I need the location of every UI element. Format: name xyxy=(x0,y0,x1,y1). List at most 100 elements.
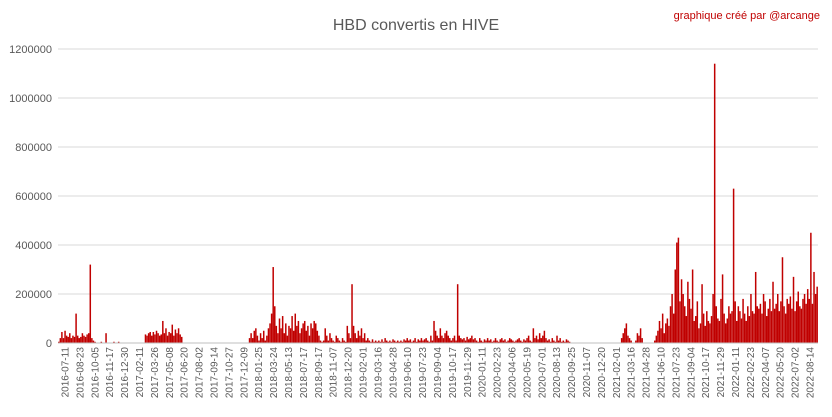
x-tick-label: 2022-04-07 xyxy=(761,347,772,399)
bar xyxy=(389,340,391,343)
bar xyxy=(415,341,418,343)
bar xyxy=(248,338,251,343)
bar xyxy=(501,338,503,343)
bar xyxy=(86,334,88,343)
bar xyxy=(78,338,80,343)
bar xyxy=(305,330,308,343)
bar xyxy=(537,339,539,343)
bar xyxy=(729,313,732,343)
bar xyxy=(674,269,677,343)
bar xyxy=(699,323,702,343)
x-tick-label: 2018-09-17 xyxy=(314,347,325,399)
x-tick-label: 2021-11-29 xyxy=(716,347,727,398)
bar xyxy=(340,341,342,343)
bar xyxy=(486,338,489,343)
bar xyxy=(152,331,155,343)
x-tick-label: 2019-09-04 xyxy=(433,347,444,399)
bar xyxy=(560,341,563,343)
bar xyxy=(367,338,369,343)
bar xyxy=(666,318,669,343)
bar xyxy=(731,311,733,343)
bar xyxy=(720,298,722,343)
bar xyxy=(146,335,148,343)
x-tick-label: 2016-12-30 xyxy=(120,347,131,399)
bar xyxy=(83,335,85,343)
x-tick-label: 2018-05-13 xyxy=(284,347,295,399)
bar xyxy=(84,336,87,344)
bar xyxy=(299,333,301,343)
bar xyxy=(409,339,412,343)
bar xyxy=(660,328,662,343)
bar xyxy=(155,330,158,343)
x-tick-label: 2019-11-29 xyxy=(463,347,474,398)
bar xyxy=(352,325,355,343)
bar xyxy=(682,294,684,343)
x-tick-label: 2017-08-02 xyxy=(195,347,206,399)
bar xyxy=(565,339,568,343)
x-tick-label: 2016-07-11 xyxy=(60,347,71,398)
bar xyxy=(754,271,757,343)
bar xyxy=(740,318,743,343)
bar xyxy=(264,340,267,343)
bar xyxy=(780,301,782,343)
bar xyxy=(507,340,509,343)
bar xyxy=(557,340,560,343)
bar xyxy=(81,333,84,343)
bar xyxy=(374,340,377,343)
bar xyxy=(297,320,300,343)
bar xyxy=(685,316,688,343)
bar xyxy=(406,338,408,343)
chart-credit: graphique créé par @arcange xyxy=(674,10,820,22)
bar xyxy=(162,320,164,343)
bar xyxy=(710,316,713,343)
bar xyxy=(171,324,174,344)
bar xyxy=(783,306,785,343)
bar xyxy=(505,341,508,343)
bar xyxy=(278,318,281,343)
bar xyxy=(166,335,169,343)
bar xyxy=(291,316,293,343)
bar xyxy=(510,339,513,343)
bar xyxy=(551,338,554,343)
bar xyxy=(408,340,410,343)
x-tick-label: 2017-02-11 xyxy=(135,347,146,398)
bar xyxy=(657,330,659,343)
bar xyxy=(469,338,472,343)
bar xyxy=(472,339,475,343)
bar xyxy=(683,306,686,343)
bar xyxy=(799,306,801,343)
bar xyxy=(91,338,93,343)
bar xyxy=(417,339,419,343)
bar xyxy=(756,306,759,343)
bar xyxy=(283,333,285,343)
bar xyxy=(319,340,322,343)
bar xyxy=(534,338,536,343)
bar xyxy=(376,341,379,343)
bar xyxy=(379,341,382,343)
bar xyxy=(414,338,416,343)
bar xyxy=(326,335,328,343)
x-tick-label: 2019-04-28 xyxy=(388,347,399,399)
x-tick-label: 2020-11-07 xyxy=(582,347,593,398)
bar xyxy=(680,279,683,343)
bar xyxy=(390,341,393,343)
x-tick-label: 2020-05-19 xyxy=(522,347,533,399)
y-tick-label: 1000000 xyxy=(9,93,52,105)
bar xyxy=(814,294,817,343)
bar xyxy=(792,276,795,343)
bar xyxy=(704,325,706,343)
bar xyxy=(315,323,317,343)
bar xyxy=(723,313,725,343)
bar xyxy=(811,303,814,343)
bar xyxy=(173,335,175,343)
bar xyxy=(174,329,177,343)
bar xyxy=(466,336,468,344)
bar xyxy=(281,316,284,343)
bar xyxy=(477,341,479,343)
bar xyxy=(669,306,672,343)
x-tick-label: 2020-02-23 xyxy=(493,347,504,399)
bar xyxy=(411,341,413,343)
bar xyxy=(458,335,460,343)
x-tick-label: 2016-11-17 xyxy=(105,347,116,398)
